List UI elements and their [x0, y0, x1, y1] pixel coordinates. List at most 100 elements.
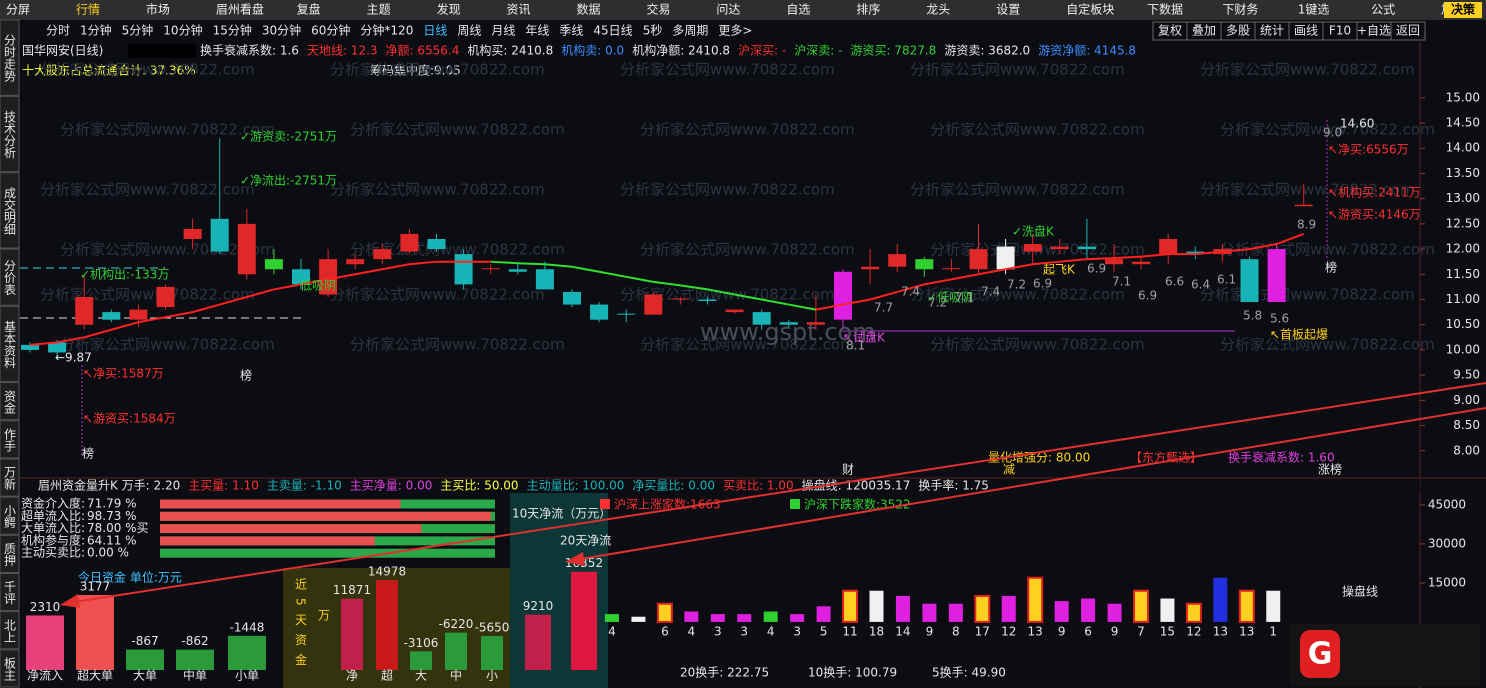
side-tab[interactable]: 分时走势	[3, 34, 17, 82]
menu-item[interactable]: 发现	[437, 2, 461, 17]
menu-item[interactable]: 设置	[996, 3, 1020, 17]
menu-item[interactable]: 复盘	[297, 2, 321, 17]
annotation: ✓机构出:-133万	[80, 267, 169, 282]
activity-count: 3	[793, 625, 801, 639]
menu-item[interactable]: 数据	[576, 2, 600, 17]
menu-item[interactable]: 自选	[786, 3, 810, 17]
period-tab[interactable]: 日线	[423, 24, 447, 38]
side-tab[interactable]: 千评	[3, 580, 17, 604]
side-tab[interactable]: 万新	[3, 466, 17, 490]
toolbar-button-bg	[1390, 21, 1426, 41]
activity-bar	[710, 614, 725, 622]
watermark: 分析家公式网www.70822.com	[640, 241, 855, 259]
menu-item[interactable]: 市场	[146, 2, 170, 17]
menu-item[interactable]: 行情	[76, 3, 100, 17]
side-tab[interactable]: 北上	[3, 618, 17, 642]
annotation: 7.4	[901, 285, 920, 299]
period-tab[interactable]: 15分钟	[213, 23, 252, 38]
ma-line	[327, 273, 356, 281]
annotation: 6.6	[1165, 275, 1184, 289]
menu-item[interactable]: 公式	[1371, 3, 1395, 17]
side-tab[interactable]: 技术分析	[3, 110, 17, 159]
toolbar-button[interactable]: F10	[1329, 24, 1351, 38]
period-tab[interactable]: 周线	[457, 24, 481, 38]
toolbar-button[interactable]: 画线	[1294, 24, 1318, 38]
toolbar-button[interactable]: 叠加	[1192, 24, 1216, 38]
decision-button[interactable]: 决策	[1451, 2, 1476, 17]
period-tab[interactable]: 30分钟	[262, 23, 301, 38]
side-tab[interactable]: 资金	[3, 389, 17, 413]
menu-item[interactable]: 龙头	[926, 3, 950, 17]
period-tab[interactable]: 季线	[559, 24, 583, 38]
candle-body	[698, 299, 717, 302]
legend-swatch	[790, 499, 800, 509]
period-tab[interactable]: 5分钟	[122, 23, 154, 38]
period-tab[interactable]: 月线	[491, 24, 515, 38]
menu-item[interactable]: 分屏	[6, 3, 30, 17]
side-tab[interactable]: 板主	[3, 656, 17, 680]
menu-item[interactable]: 自定板块	[1066, 2, 1114, 17]
toolbar-button[interactable]: 统计	[1260, 24, 1284, 38]
ma-line	[246, 288, 275, 298]
watermark: 分析家公式网www.70822.com	[620, 181, 835, 199]
side-tab[interactable]: 小鳄	[3, 504, 17, 528]
candle-body	[129, 309, 148, 320]
ratio-label: 超单流入比:	[21, 508, 85, 523]
y-tick-label: 13.50	[1446, 166, 1480, 180]
stat: 主买量: 1.10	[188, 479, 259, 493]
fund-value: -1448	[230, 620, 265, 634]
menu-item[interactable]: 眉州看盘	[216, 2, 264, 17]
watermark: 分析家公式网www.70822.com	[1200, 286, 1415, 304]
annotation: 减	[1003, 463, 1015, 477]
watermark: 分析家公式网www.70822.com	[1220, 336, 1435, 354]
y-tick-label: 14.00	[1446, 141, 1480, 155]
menu-item[interactable]: 排序	[856, 2, 880, 17]
period-tab[interactable]: 60分钟	[311, 23, 350, 38]
period-tab[interactable]: 年线	[525, 24, 549, 38]
stat: 操盘线: 120035.17	[802, 478, 911, 493]
period-tab[interactable]: 分时	[46, 24, 70, 38]
toolbar-button[interactable]: +自选	[1357, 24, 1391, 38]
toolbar-button[interactable]: 多股	[1226, 24, 1250, 38]
candle-body	[48, 342, 67, 353]
period-tab[interactable]: 1分钟	[80, 23, 112, 38]
watermark: 分析家公式网www.70822.com	[40, 181, 255, 199]
activity-count: 17	[975, 625, 990, 639]
y-tick-label: 9.50	[1453, 368, 1480, 382]
candle-body	[346, 259, 365, 265]
menu-item[interactable]: 交易	[646, 2, 670, 17]
stat: 游资买: 7827.8	[850, 44, 936, 58]
menu-item[interactable]: 资讯	[507, 3, 531, 17]
period-tab[interactable]: 5秒	[643, 24, 663, 38]
toolbar-button[interactable]: 返回	[1396, 24, 1420, 38]
panel-unit: 万	[318, 609, 330, 623]
side-tab[interactable]: 作手	[3, 427, 17, 451]
side-tab[interactable]: 基本资料	[3, 320, 17, 368]
candle-body	[102, 312, 121, 320]
menu-item[interactable]: 问达	[716, 3, 740, 17]
candle-body	[1077, 246, 1096, 250]
activity-bar	[1001, 595, 1016, 622]
menu-item[interactable]: 下财务	[1222, 2, 1258, 17]
candle-body	[969, 249, 988, 270]
menu-item[interactable]: 下数据	[1147, 2, 1183, 17]
menu-item[interactable]: 1键选	[1298, 3, 1330, 17]
side-tab[interactable]: 成交明细	[3, 186, 17, 234]
side-tab[interactable]: 分价表	[3, 259, 17, 295]
period-tab[interactable]: 更多>	[718, 24, 752, 38]
watermark: 分析家公式网www.70822.com	[40, 286, 255, 304]
period-tab[interactable]: 45日线	[593, 24, 632, 38]
menu-item[interactable]: 主题	[367, 3, 391, 17]
toolbar-button[interactable]: 复权	[1158, 24, 1182, 38]
activity-bar	[790, 614, 805, 622]
period-tab[interactable]: 分钟*120	[360, 23, 413, 38]
ma-line	[409, 260, 437, 266]
annotation: ↖净买:1587万	[83, 367, 164, 381]
candle-body	[725, 309, 744, 313]
period-tab[interactable]: 10分钟	[163, 23, 202, 38]
fund-value: -6220	[439, 617, 474, 631]
activity-bar	[1054, 601, 1069, 622]
side-tab[interactable]: 质押	[3, 542, 17, 566]
period-tab[interactable]: 多周期	[672, 24, 708, 38]
